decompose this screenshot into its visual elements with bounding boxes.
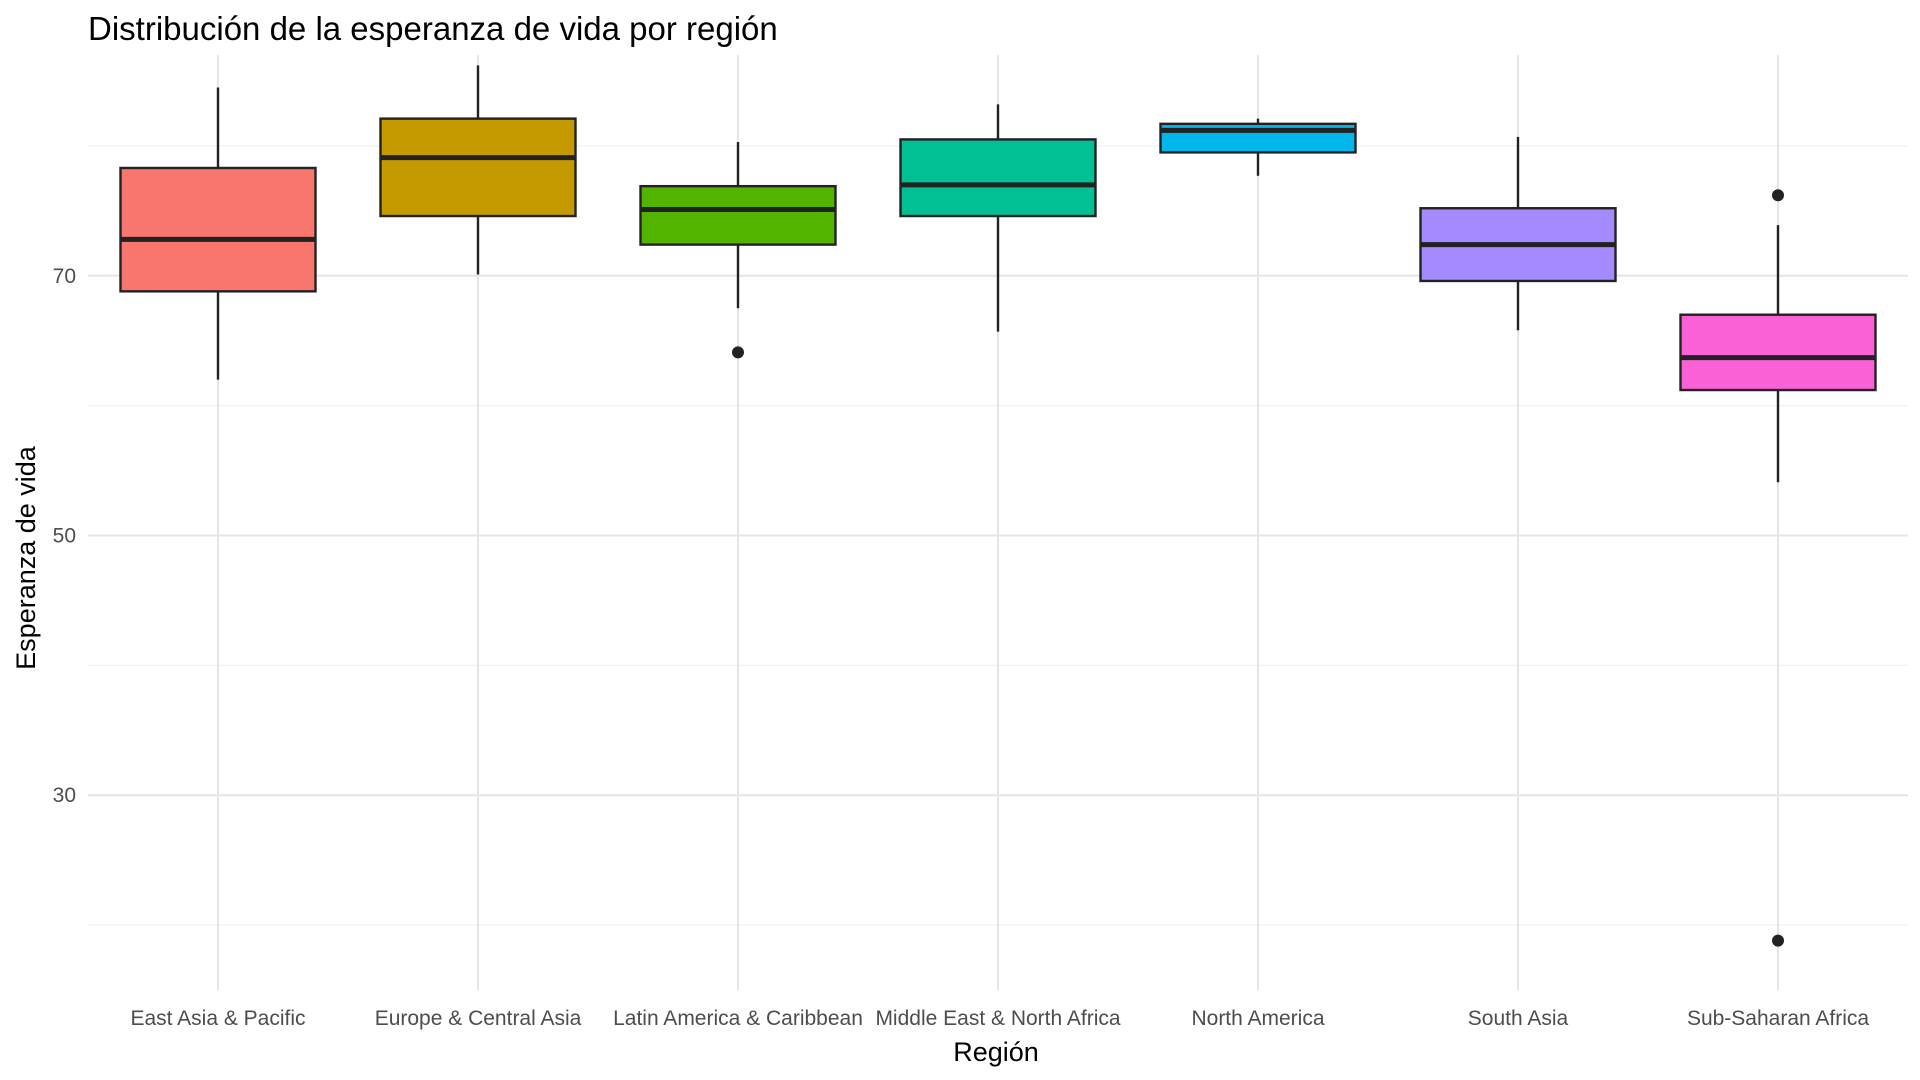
outlier-point	[732, 346, 744, 359]
box-group	[899, 104, 1097, 332]
box-group	[1159, 118, 1357, 176]
box-iqr	[1679, 313, 1877, 392]
x-tick-label: East Asia & Pacific	[130, 1007, 305, 1030]
chart-title: Distribución de la esperanza de vida por…	[88, 10, 778, 47]
x-tick-label: South Asia	[1468, 1007, 1569, 1030]
box-group	[119, 87, 317, 380]
box-iqr	[119, 166, 317, 293]
y-tick-label: 70	[53, 265, 76, 288]
outlier-point	[1772, 189, 1784, 202]
box-group	[1419, 136, 1617, 331]
x-axis-title: Región	[953, 1037, 1039, 1067]
x-tick-label: Middle East & North Africa	[875, 1007, 1120, 1030]
x-tick-label: North America	[1191, 1007, 1324, 1030]
box-iqr	[639, 184, 837, 246]
box-iqr	[379, 117, 577, 218]
x-axis-ticks: East Asia & Pacific Europe & Central Asia…	[130, 1007, 1869, 1030]
x-tick-label: Latin America & Caribbean	[613, 1007, 863, 1030]
y-axis-title: Esperanza de vida	[11, 445, 41, 670]
x-tick-label: Sub-Saharan Africa	[1687, 1007, 1869, 1030]
outlier-point	[1772, 934, 1784, 947]
y-tick-label: 50	[53, 524, 76, 547]
boxes	[119, 65, 1877, 947]
box-group	[379, 65, 577, 275]
box-group	[1679, 189, 1877, 947]
x-tick-label: Europe & Central Asia	[375, 1007, 582, 1030]
box-group	[639, 142, 837, 359]
y-axis-ticks: 30 50 70	[53, 265, 76, 807]
y-tick-label: 30	[53, 784, 76, 807]
box-iqr	[899, 138, 1097, 218]
